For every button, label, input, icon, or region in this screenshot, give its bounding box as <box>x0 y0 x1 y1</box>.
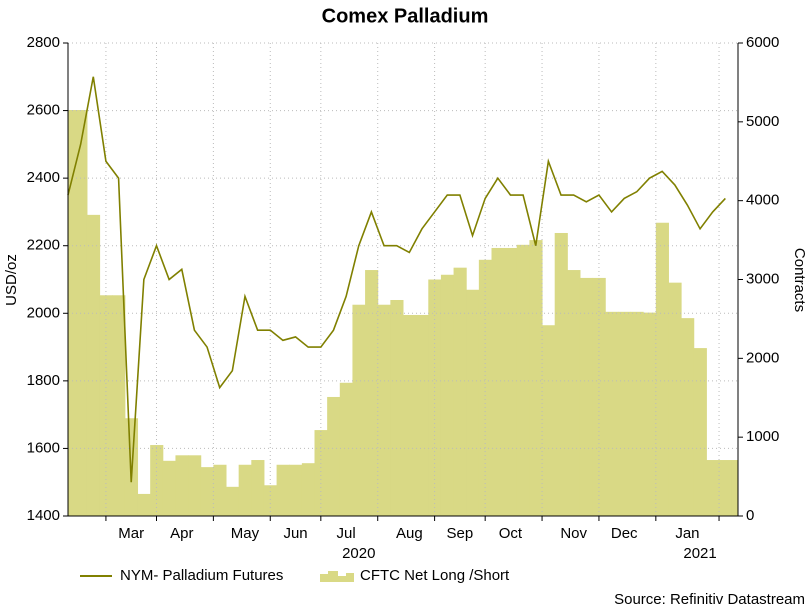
y-tick-label: 2600 <box>27 102 60 119</box>
area-column <box>440 274 455 516</box>
x-tick-label: Oct <box>499 525 523 542</box>
legend-swatch <box>320 571 354 582</box>
area-column <box>263 485 278 516</box>
area-column <box>162 460 176 516</box>
area-column <box>491 247 505 516</box>
y2-tick-label: 6000 <box>746 34 779 51</box>
x-tick-label: Jun <box>283 525 307 542</box>
chart-title: Comex Palladium <box>322 5 489 27</box>
y2-axis-label: Contracts <box>791 248 808 312</box>
x-tick-label: May <box>231 525 260 542</box>
area-column <box>403 314 417 516</box>
area-column <box>554 232 568 516</box>
y2-tick-label: 4000 <box>746 192 779 209</box>
x-tick-label: Dec <box>611 525 638 542</box>
area-column <box>314 430 328 516</box>
area-column <box>516 244 530 516</box>
area-column <box>567 270 581 516</box>
area-column <box>390 299 404 516</box>
area-column <box>655 222 669 516</box>
y-tick-label: 1600 <box>27 439 60 456</box>
area-column <box>605 311 619 516</box>
y-tick-label: 2200 <box>27 237 60 254</box>
y-tick-label: 2800 <box>27 34 60 51</box>
x-tick-label: Sep <box>447 525 474 542</box>
y-tick-label: 2000 <box>27 304 60 321</box>
y2-tick-label: 3000 <box>746 270 779 287</box>
area-column <box>213 464 227 516</box>
area-column <box>99 295 113 516</box>
x-tick-label: Nov <box>560 525 587 542</box>
area-column <box>68 110 75 516</box>
area-column <box>86 214 101 516</box>
area-column <box>706 460 720 516</box>
area-column <box>542 325 556 516</box>
area-column <box>504 247 518 516</box>
area-column <box>188 455 202 516</box>
area-column <box>251 460 265 516</box>
area-column <box>719 460 733 516</box>
source: Source: Refinitiv Datastream <box>614 591 805 608</box>
area-column <box>339 382 353 516</box>
x-group-label: 2020 <box>342 545 375 562</box>
area-column <box>466 289 480 516</box>
x-tick-label: Jan <box>675 525 699 542</box>
y2-tick-label: 0 <box>746 507 754 524</box>
area-column <box>668 282 682 516</box>
x-tick-label: Mar <box>118 525 144 542</box>
area-column <box>643 312 657 516</box>
area-column <box>453 267 467 516</box>
area-column <box>681 318 695 516</box>
x-tick-label: Aug <box>396 525 423 542</box>
y-tick-label: 1800 <box>27 372 60 389</box>
area-column <box>377 304 391 516</box>
area-column <box>617 311 632 516</box>
x-group-label: 2021 <box>683 545 716 562</box>
y2-tick-label: 2000 <box>746 349 779 366</box>
area-column <box>579 277 594 516</box>
area-column <box>592 277 606 516</box>
area-column <box>289 464 303 516</box>
y2-tick-label: 5000 <box>746 113 779 130</box>
legend-label: NYM- Palladium Futures <box>120 567 283 584</box>
area-column <box>150 445 164 516</box>
area-column <box>693 348 707 516</box>
area-column <box>301 463 316 516</box>
area-column <box>200 467 214 516</box>
area-column <box>428 279 442 516</box>
area-column <box>112 295 126 516</box>
area-column <box>276 464 290 516</box>
area-column <box>352 304 366 516</box>
area-column <box>415 314 429 516</box>
x-tick-label: Jul <box>337 525 356 542</box>
y-tick-label: 2400 <box>27 169 60 186</box>
area-column <box>175 455 189 516</box>
area-column <box>630 311 644 516</box>
area-column <box>137 493 151 516</box>
area-column <box>327 396 341 516</box>
area-column <box>365 270 379 516</box>
y-axis-label: USD/oz <box>3 254 20 306</box>
area-column <box>731 460 738 516</box>
y-tick-label: 1400 <box>27 507 60 524</box>
x-tick-label: Apr <box>170 525 193 542</box>
area-column <box>226 486 240 516</box>
legend-label: CFTC Net Long /Short <box>360 567 510 584</box>
area-column <box>529 240 543 516</box>
area-column <box>238 464 252 516</box>
y2-tick-label: 1000 <box>746 428 779 445</box>
price-line <box>67 76 726 483</box>
